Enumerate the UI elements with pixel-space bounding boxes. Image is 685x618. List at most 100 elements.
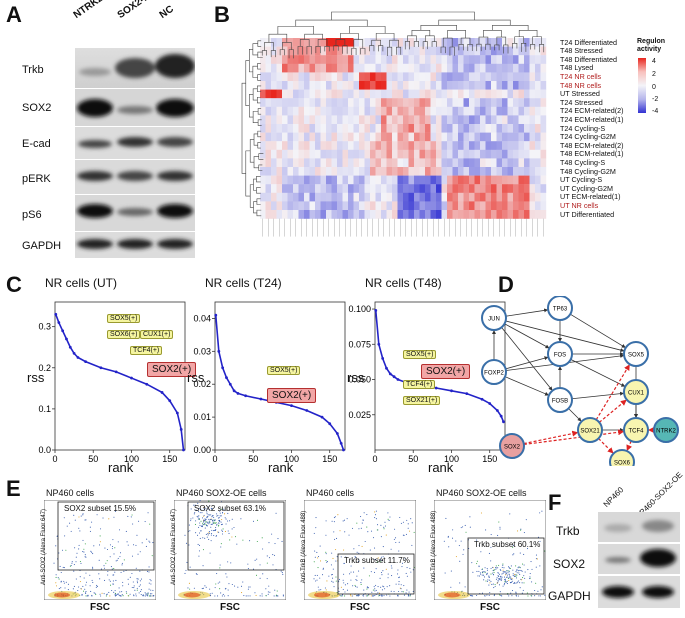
heatmap-cell (469, 132, 475, 142)
flow-gate (337, 553, 415, 595)
flow-event (535, 554, 538, 556)
heatmap-cell (430, 55, 437, 64)
heatmap-cell (353, 106, 360, 116)
network-edge (504, 376, 550, 396)
flow-event (538, 595, 540, 597)
heatmap-cell (458, 158, 464, 168)
flow-event (199, 512, 201, 514)
flow-event (374, 595, 376, 597)
flow-event (205, 523, 207, 526)
rss-point (381, 356, 385, 360)
flow-event (335, 537, 338, 540)
heatmap-cell (392, 81, 398, 90)
heatmap-cell (430, 124, 437, 133)
flow-event (135, 595, 137, 597)
heatmap-cell (392, 115, 398, 125)
heatmap-cell (408, 175, 415, 185)
flow-event (55, 545, 57, 547)
flow-event (113, 591, 115, 593)
heatmap-cell (282, 89, 288, 99)
heatmap-cell (529, 132, 536, 142)
flow-event (108, 579, 110, 581)
flow-event (195, 509, 198, 511)
heatmap-cell (419, 192, 426, 202)
heatmap-cell (408, 72, 415, 82)
heatmap-cell (441, 38, 448, 47)
flow-event (110, 566, 112, 568)
flow-event (135, 593, 137, 595)
flow-event (127, 583, 130, 585)
flow-event (105, 562, 107, 564)
flow-event (118, 529, 121, 531)
flow-event (469, 516, 471, 518)
heatmap-cell (496, 201, 503, 211)
rss-point (450, 389, 453, 393)
flow-event (91, 521, 93, 523)
flow-event (486, 569, 488, 571)
heatmap-cell (540, 46, 547, 56)
dendrogram-branch (297, 46, 303, 55)
flow-event (499, 528, 501, 530)
heatmap-cell (513, 98, 519, 107)
flow-event (204, 509, 206, 511)
heatmap-cell (425, 98, 431, 107)
column-dendrogram (261, 11, 545, 59)
flow-event (315, 580, 317, 582)
flow-event (373, 586, 375, 588)
flow-event (341, 595, 343, 597)
flow-event (393, 538, 395, 540)
heatmap-cell (524, 98, 530, 107)
heatmap-cell (364, 210, 371, 219)
heatmap-cell (469, 46, 475, 56)
flow-event (361, 579, 363, 581)
heatmap-cell (397, 158, 404, 168)
heatmap-cell (535, 106, 541, 116)
flow-density-core (444, 592, 460, 598)
flow-event (515, 565, 517, 567)
network-node-label: FOXP2 (484, 371, 504, 377)
heatmap-cell (414, 167, 420, 176)
network-edge (505, 320, 625, 353)
heatmap-cell (298, 55, 305, 64)
heatmap-cell (414, 210, 420, 219)
heatmap-cell (480, 55, 486, 64)
heatmap-cell (397, 98, 404, 107)
heatmap-cell (463, 106, 470, 116)
heatmap-cell (452, 184, 459, 193)
flow-event (221, 518, 223, 521)
heatmap-cell (375, 149, 382, 159)
heatmap-cell (513, 167, 519, 176)
flow-event (480, 573, 482, 575)
heatmap-cell (320, 210, 327, 219)
heatmap-cell (436, 63, 442, 73)
flow-event (216, 515, 218, 517)
heatmap-cell (469, 115, 475, 125)
flow-event (508, 571, 510, 573)
flow-event (508, 573, 510, 575)
flow-event (60, 587, 62, 589)
heatmap-cell (403, 81, 409, 90)
heatmap-cell (430, 167, 437, 176)
flow-event (122, 585, 124, 587)
heatmap-cell (348, 141, 354, 150)
flow-event (498, 584, 501, 586)
heatmap-cell (304, 115, 310, 125)
rss-point (175, 411, 179, 415)
heatmap-cell (463, 141, 470, 150)
flow-event (259, 564, 261, 566)
heatmap-cell (315, 167, 321, 176)
heatmap-cell (337, 72, 343, 82)
flow-event (115, 592, 117, 594)
flow-event (85, 556, 87, 558)
heatmap-row-label: T48 Stressed (560, 46, 603, 56)
heatmap-row-label: T48 Cycling-G2M (560, 166, 616, 176)
flow-event (272, 564, 274, 566)
heatmap-cell (403, 115, 409, 125)
flow-event (370, 530, 373, 532)
heatmap-row-label: UT Differentiated (560, 209, 615, 219)
flow-event (460, 527, 462, 529)
heatmap-cell (425, 175, 431, 185)
blot-label-gapdh: GAPDH (22, 240, 62, 252)
flow-event (530, 595, 532, 597)
flow-event (282, 595, 284, 597)
